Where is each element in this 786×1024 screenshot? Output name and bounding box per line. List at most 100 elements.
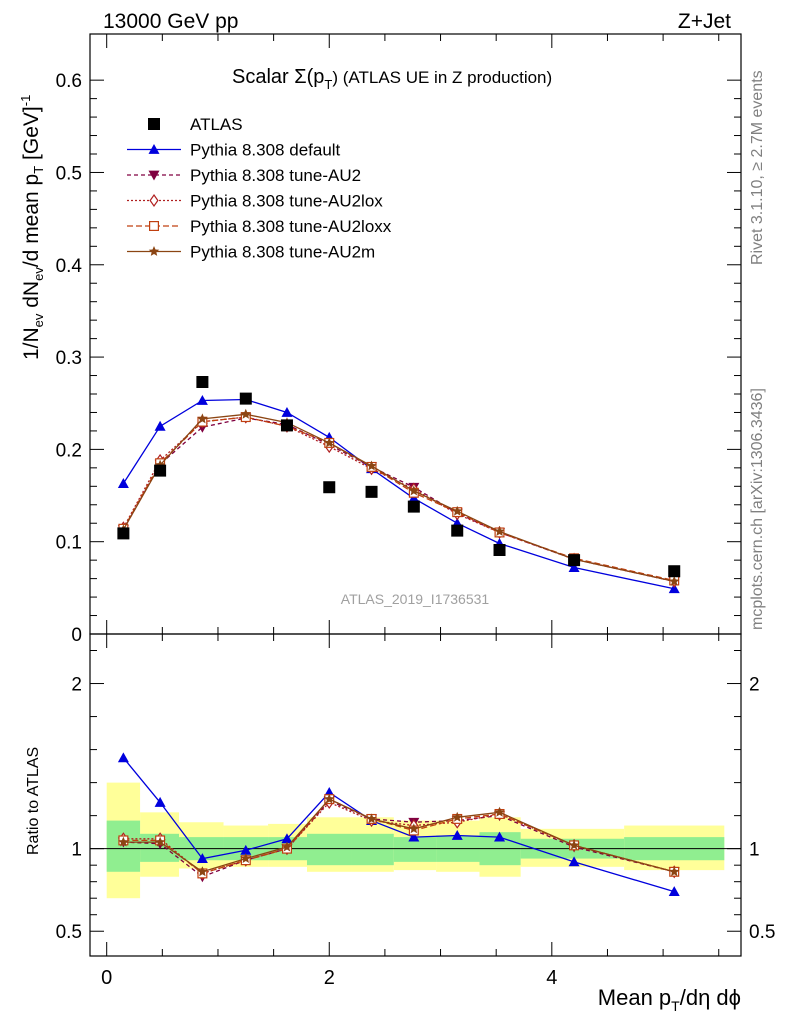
analysis-watermark: ATLAS_2019_I1736531 — [341, 591, 490, 607]
series-point — [324, 437, 335, 448]
ratio-series-point — [154, 836, 166, 847]
series-line — [122, 417, 675, 583]
legend-label: Pythia 8.308 tune-AU2loxx — [190, 217, 392, 236]
data-point — [493, 544, 506, 556]
data-point — [239, 392, 252, 405]
ratio-series-point — [197, 866, 208, 877]
ratio-band-inner-bin — [307, 833, 352, 866]
ratio-series-point — [669, 866, 680, 877]
ratio-series-point — [366, 813, 377, 824]
main-panel-frame — [89, 33, 742, 635]
xtick-label: 0 — [101, 967, 112, 989]
series-line — [122, 398, 675, 590]
main-plot-area — [117, 376, 681, 594]
series-point — [281, 406, 293, 417]
ratio-series-point — [494, 831, 506, 842]
ratio-series-point — [452, 811, 463, 822]
series-point — [154, 420, 166, 431]
legend-label: Pythia 8.308 default — [190, 141, 341, 160]
ratio-series-line — [122, 757, 675, 893]
rivet-label: Rivet 3.1.10, ≥ 2.7M events — [749, 70, 766, 265]
axis-ticks: 0 0.1 0.2 0.3 0.4 0.5 0.6 0.5 0.5 1 1 2 2 0 2 4 — [56, 34, 775, 989]
ratio-series-point — [451, 829, 463, 840]
series-point — [117, 478, 129, 488]
ylabel-sub-ev: ev — [31, 313, 46, 327]
ratio-series-line — [123, 798, 675, 873]
main-ytick-label: 0 — [71, 625, 82, 646]
ylabel-part-1: 1/N — [20, 327, 43, 360]
ratio-series-point — [281, 841, 293, 852]
legend-marker — [148, 170, 160, 181]
ratio-ytick-label: 1 — [71, 840, 82, 861]
main-ytick-label: 0.6 — [56, 71, 82, 92]
main-ytick-label: 0.1 — [56, 533, 82, 554]
ratio-band-inner-bin — [351, 833, 394, 866]
data-point — [365, 485, 378, 498]
title-prefix: Scalar Σ(p — [232, 66, 324, 88]
ratio-panel-frame — [89, 633, 742, 957]
ratio-series-point — [408, 831, 420, 842]
main-ytick-label: 0.5 — [56, 163, 82, 184]
ylabel-sub-T: T — [31, 166, 46, 174]
series-point — [568, 562, 580, 572]
series-line — [122, 413, 675, 583]
legend-marker — [148, 144, 160, 154]
ratio-series-point — [668, 886, 680, 896]
ylabel-part-3: /d mean p — [20, 174, 43, 267]
ratio-series-point — [196, 853, 208, 863]
xtick-label: 4 — [546, 967, 557, 989]
ratio-series-point — [324, 793, 335, 804]
ylabel-sub-ev2: ev — [31, 267, 46, 281]
legend-marker — [148, 246, 160, 256]
ratio-series-point — [154, 796, 166, 807]
title-suffix: ) (ATLAS UE in Z production) — [332, 68, 552, 87]
ratio-series-point — [568, 856, 580, 867]
legend-label: Pythia 8.308 tune-AU2m — [190, 243, 375, 262]
legend-marker-data — [148, 118, 160, 130]
data-point — [117, 527, 130, 540]
ylabel-part-2: dN — [20, 281, 43, 314]
ratio-ytick-label-right: 2 — [749, 675, 760, 696]
main-ylabel: 1/Nev dNev/d mean pT [GeV]-1 — [18, 95, 46, 360]
ratio-plot-area — [117, 752, 680, 896]
series-point — [196, 394, 208, 405]
legend-label: Pythia 8.308 tune-AU2 — [190, 166, 361, 185]
ratio-series-point — [494, 806, 505, 817]
plot-title: Scalar Σ(pT) (ATLAS UE in Z production) — [232, 66, 552, 92]
data-point — [196, 376, 209, 388]
legend-marker — [149, 193, 159, 208]
data-point — [323, 481, 336, 494]
legend-label-data: ATLAS — [190, 115, 243, 134]
header-right: Z+Jet — [678, 10, 731, 33]
series-point — [494, 526, 505, 536]
data-point — [568, 554, 581, 567]
ratio-series-point — [281, 833, 293, 844]
xlabel-part-1: Mean p — [598, 985, 671, 1010]
ratio-series-point — [408, 823, 420, 834]
mcplots-label: mcplots.cern.ch [arXiv:1306.3436] — [749, 388, 766, 630]
legend-label: Pythia 8.308 tune-AU2lox — [190, 192, 383, 211]
header-left: 13000 GeV pp — [103, 10, 238, 33]
series-point — [408, 485, 420, 496]
data-point — [451, 524, 464, 537]
ratio-series-point — [240, 844, 252, 855]
ylabel-sup: -1 — [18, 95, 33, 107]
data-point — [668, 565, 681, 578]
xlabel-sub: T — [671, 998, 680, 1014]
ratio-ytick-label: 0.5 — [56, 922, 82, 943]
ratio-series-point — [240, 853, 251, 863]
ratio-series-point — [117, 752, 129, 763]
series-point — [669, 575, 680, 586]
ratio-ytick-label-right: 0.5 — [749, 922, 775, 943]
main-ytick-label: 0.2 — [56, 440, 82, 461]
data-point — [280, 419, 293, 432]
data-point — [154, 464, 167, 477]
ylabel-unit: [GeV] — [20, 106, 43, 166]
xlabel: Mean pT/dη dϕ — [598, 985, 741, 1014]
series-point — [452, 505, 463, 516]
series-point — [240, 408, 251, 419]
series-point — [197, 413, 208, 424]
xlabel-part-2: /dη dϕ — [680, 985, 741, 1010]
series-line — [122, 416, 675, 583]
